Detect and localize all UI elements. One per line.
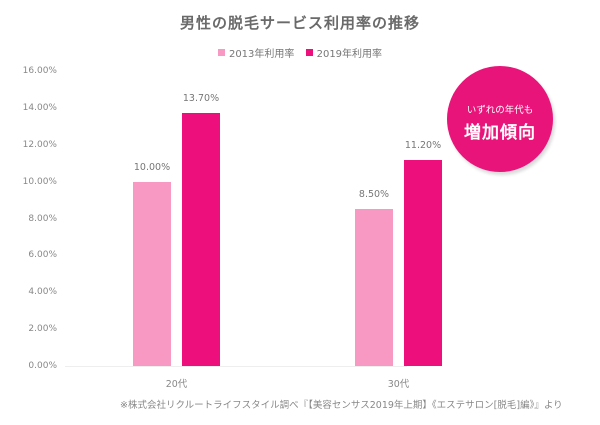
y-tick-label: 0.00% <box>28 361 57 371</box>
y-tick-label: 12.00% <box>22 139 57 150</box>
bar-30代-2019年利用率 <box>404 159 442 366</box>
y-tick-label: 10.00% <box>22 176 57 187</box>
value-label: 13.70% <box>182 93 220 105</box>
y-tick-label: 14.00% <box>22 102 57 113</box>
y-tick-label: 16.00% <box>22 66 57 76</box>
y-tick-label: 2.00% <box>28 324 57 335</box>
legend-swatch-2013 <box>217 49 225 56</box>
bar-20代-2013年利用率 <box>133 181 171 366</box>
y-tick-label: 4.00% <box>28 287 57 298</box>
annotation-line2: 増加傾向 <box>464 122 536 143</box>
source-footnote: ※株式会社リクルートライフスタイル調べ『【美容センサス2019年上期】《エステサ… <box>120 400 563 411</box>
value-label: 10.00% <box>133 161 171 173</box>
legend-item-2013: 2013年利用率 <box>217 45 295 60</box>
y-tick-label: 6.00% <box>28 250 57 261</box>
x-tick-label: 20代 <box>165 379 188 390</box>
value-label: 11.20% <box>404 139 442 151</box>
legend-item-2019: 2019年利用率 <box>305 45 383 60</box>
legend-label-2013: 2013年利用率 <box>228 49 295 60</box>
x-axis-baseline <box>65 366 407 367</box>
legend: 2013年利用率 2019年利用率 <box>0 45 600 60</box>
value-label: 8.50% <box>358 189 390 201</box>
chart-title: 男性の脱毛サービス利用率の推移 <box>179 14 420 32</box>
legend-swatch-2019 <box>305 49 313 56</box>
x-tick-label: 30代 <box>387 379 410 390</box>
y-tick-label: 8.00% <box>28 213 57 224</box>
annotation-badge: いずれの年代も 増加傾向 <box>447 66 553 172</box>
legend-label-2019: 2019年利用率 <box>316 49 383 60</box>
bar-20代-2019年利用率 <box>182 113 220 366</box>
bar-30代-2013年利用率 <box>355 209 393 366</box>
annotation-line1: いずれの年代も <box>466 104 534 116</box>
